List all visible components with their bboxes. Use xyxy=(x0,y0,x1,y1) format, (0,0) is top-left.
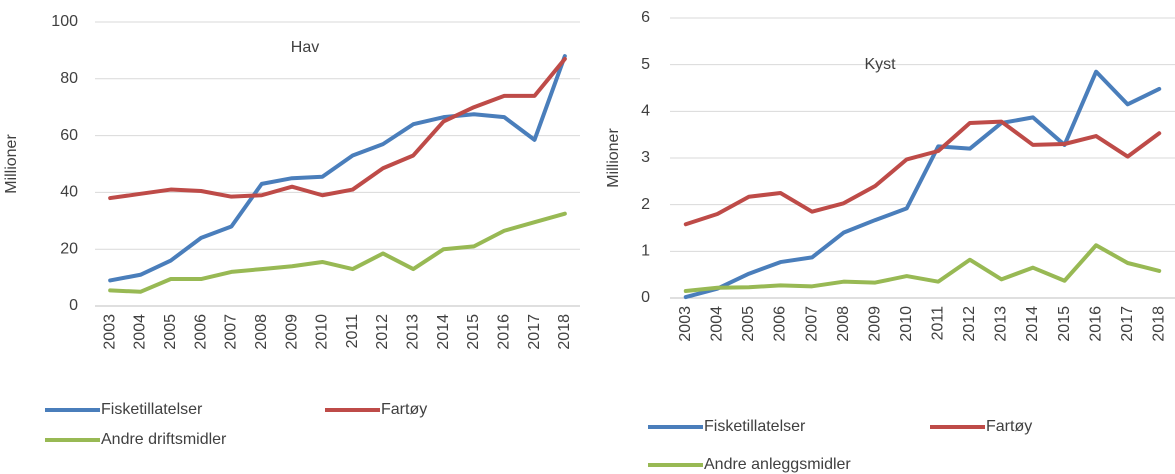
x-tick-label: 2018 xyxy=(1150,306,1167,342)
x-tick-label: 2016 xyxy=(495,314,512,350)
x-tick-label: 2005 xyxy=(740,306,757,342)
y-tick-label: 6 xyxy=(641,9,650,26)
x-tick-label: 2011 xyxy=(344,314,361,349)
x-tick-label: 2012 xyxy=(961,306,978,342)
series-line xyxy=(683,69,1162,300)
x-tick-label: 2015 xyxy=(465,314,482,350)
series-line xyxy=(108,211,567,294)
x-tick-label: 2018 xyxy=(556,314,573,350)
x-tick-label: 2003 xyxy=(101,314,118,350)
x-tick-label: 2006 xyxy=(772,306,789,342)
x-tick-label: 2010 xyxy=(314,314,331,350)
x-tick-label: 2011 xyxy=(930,306,947,341)
y-tick-label: 80 xyxy=(60,70,78,87)
y-tick-label: 4 xyxy=(641,103,650,120)
x-tick-label: 2009 xyxy=(866,306,883,342)
x-tick-label: 2005 xyxy=(162,314,179,350)
x-tick-label: 2013 xyxy=(993,306,1010,342)
chart-title: Hav xyxy=(291,39,319,56)
x-tick-label: 2007 xyxy=(803,306,820,342)
y-tick-label: 100 xyxy=(51,13,78,30)
legend-label: Andre driftsmidler xyxy=(101,431,227,448)
x-tick-label: 2008 xyxy=(253,314,270,350)
x-tick-label: 2013 xyxy=(405,314,422,350)
y-tick-label: 0 xyxy=(69,297,78,314)
x-tick-label: 2014 xyxy=(1024,306,1041,342)
legend-label: Andre anleggsmidler xyxy=(704,456,851,473)
chart-title: Kyst xyxy=(864,56,896,73)
series-line xyxy=(683,119,1162,227)
y-tick-label: 20 xyxy=(60,240,78,257)
x-tick-label: 2009 xyxy=(283,314,300,350)
x-tick-label: 2004 xyxy=(132,314,149,350)
x-tick-label: 2008 xyxy=(835,306,852,342)
x-tick-label: 2017 xyxy=(1119,306,1136,342)
legend-label: Fartøy xyxy=(381,401,427,418)
legend-label: Fartøy xyxy=(986,418,1032,435)
x-tick-label: 2004 xyxy=(709,306,726,342)
series-line xyxy=(108,56,567,201)
y-tick-label: 40 xyxy=(60,184,78,201)
y-tick-label: 1 xyxy=(641,243,650,260)
series-line xyxy=(108,54,567,283)
legend-label: Fisketillatelser xyxy=(704,418,806,435)
y-tick-label: 60 xyxy=(60,127,78,144)
y-tick-label: 0 xyxy=(641,289,650,306)
x-tick-label: 2010 xyxy=(898,306,915,342)
y-axis-label: Millioner xyxy=(3,134,20,194)
y-axis-label: Millioner xyxy=(605,128,622,188)
y-tick-label: 3 xyxy=(641,149,650,166)
legend-label: Fisketillatelser xyxy=(101,401,203,418)
x-tick-label: 2003 xyxy=(677,306,694,342)
x-tick-label: 2007 xyxy=(223,314,240,350)
x-tick-label: 2006 xyxy=(192,314,209,350)
series-line xyxy=(683,243,1162,293)
x-tick-label: 2017 xyxy=(526,314,543,350)
x-tick-label: 2012 xyxy=(374,314,391,350)
y-tick-label: 5 xyxy=(641,56,650,73)
x-tick-label: 2015 xyxy=(1056,306,1073,342)
x-tick-label: 2016 xyxy=(1087,306,1104,342)
x-tick-label: 2014 xyxy=(435,314,452,350)
y-tick-label: 2 xyxy=(641,196,650,213)
